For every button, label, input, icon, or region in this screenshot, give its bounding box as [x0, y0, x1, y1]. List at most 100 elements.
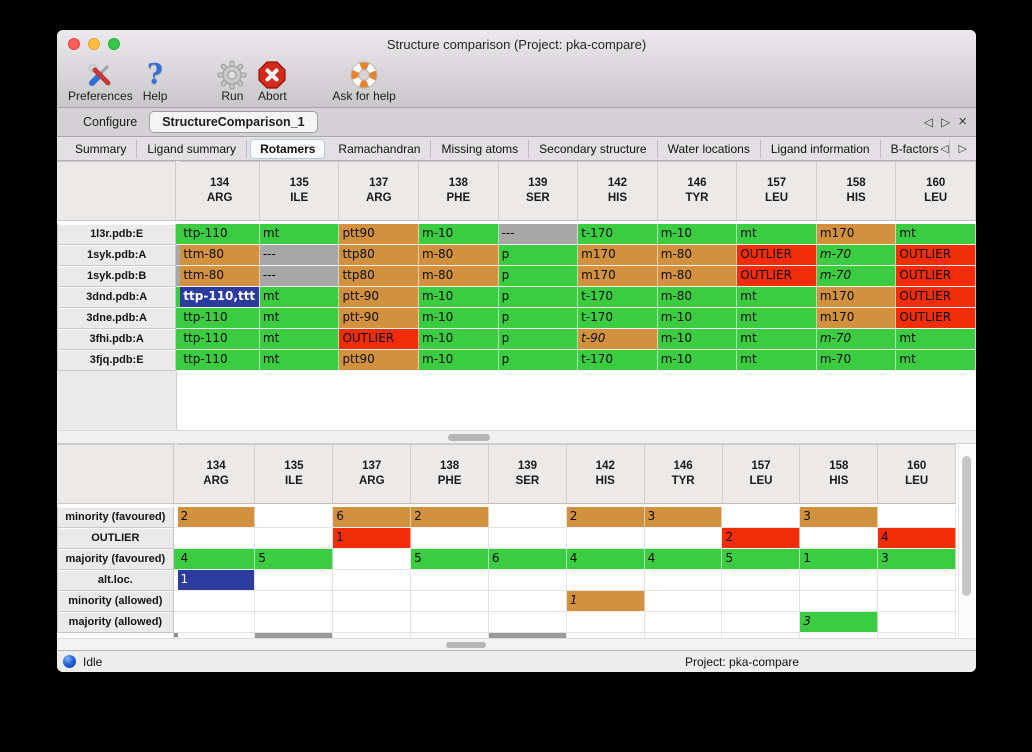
rotamer-cell[interactable]: ptt90: [339, 224, 419, 245]
count-cell[interactable]: [411, 612, 489, 633]
rotamer-cell[interactable]: m-70: [816, 266, 897, 287]
count-cell[interactable]: [644, 570, 723, 591]
count-cell[interactable]: [177, 528, 256, 549]
rotamer-cell[interactable]: m-80: [419, 245, 499, 266]
rotamer-cell[interactable]: t-170: [578, 224, 658, 245]
count-cell[interactable]: [878, 507, 956, 528]
tab-configure[interactable]: Configure: [83, 115, 138, 129]
minimize-window-button[interactable]: [88, 38, 100, 50]
subtab-rotamers[interactable]: Rotamers: [250, 138, 326, 159]
rotamer-cell[interactable]: t-170: [578, 308, 658, 329]
count-cell[interactable]: [566, 570, 645, 591]
count-cell[interactable]: [177, 591, 256, 612]
count-cell[interactable]: [644, 591, 723, 612]
rotamer-cell[interactable]: ttp-110: [180, 224, 260, 245]
rotamer-cell[interactable]: m170: [816, 308, 897, 329]
count-cell[interactable]: [722, 570, 801, 591]
rotamer-cell[interactable]: ---: [498, 224, 579, 245]
structure-label-1syk-pdb-b[interactable]: 1syk.pdb:B: [57, 266, 177, 287]
count-cell[interactable]: [177, 612, 256, 633]
rotamer-cell[interactable]: OUTLIER: [339, 329, 419, 350]
count-cell[interactable]: 4: [878, 528, 956, 549]
count-cell[interactable]: 2: [411, 507, 489, 528]
count-cell[interactable]: 4: [566, 549, 645, 570]
rotamer-cell[interactable]: ttm-80: [180, 245, 260, 266]
vertical-scrollbar-thumb[interactable]: [962, 456, 971, 596]
subtab-water-locations[interactable]: Water locations: [658, 139, 761, 158]
rotamer-cell[interactable]: m170: [578, 245, 658, 266]
rotamer-cell[interactable]: ttm-80: [180, 266, 260, 287]
tab-structurecomparison-1[interactable]: StructureComparison_1: [149, 111, 318, 133]
count-cell[interactable]: [255, 507, 334, 528]
count-cell[interactable]: [411, 528, 489, 549]
rotamer-cell[interactable]: mt: [259, 287, 340, 308]
rotamer-cell[interactable]: t-90: [578, 329, 658, 350]
tab-scroll-left-icon[interactable]: ◁: [923, 115, 933, 129]
count-cell[interactable]: [333, 570, 412, 591]
rotamer-cell[interactable]: ptt-90: [339, 287, 419, 308]
subtab-summary[interactable]: Summary: [65, 139, 138, 158]
rotamer-cell[interactable]: m-70: [816, 329, 897, 350]
splitter-handle-icon[interactable]: [448, 434, 490, 441]
subtab-ligand-information[interactable]: Ligand information: [761, 139, 881, 158]
count-cell[interactable]: 5: [722, 549, 801, 570]
rotamer-cell[interactable]: m-70: [816, 245, 897, 266]
rotamer-cell[interactable]: m-10: [657, 308, 738, 329]
count-cell[interactable]: 1: [333, 528, 412, 549]
count-cell[interactable]: [722, 591, 801, 612]
count-cell[interactable]: [722, 507, 801, 528]
subtab-b-factors[interactable]: B-factors: [881, 139, 950, 158]
count-cell[interactable]: [333, 549, 412, 570]
count-cell[interactable]: [488, 528, 567, 549]
rotamer-cell[interactable]: ttp-110: [180, 329, 260, 350]
subtab-ligand-summary[interactable]: Ligand summary: [137, 139, 248, 158]
count-cell[interactable]: [878, 591, 956, 612]
subtab-scroll-left-icon[interactable]: ◁: [940, 143, 949, 155]
count-cell[interactable]: [722, 612, 801, 633]
count-cell[interactable]: 5: [411, 549, 489, 570]
rotamer-cell[interactable]: mt: [737, 350, 817, 371]
count-cell[interactable]: [333, 591, 412, 612]
count-cell[interactable]: 2: [566, 507, 645, 528]
rotamer-cell[interactable]: m170: [816, 224, 897, 245]
rotamer-cell[interactable]: mt: [896, 350, 976, 371]
rotamer-cell[interactable]: m-10: [657, 329, 738, 350]
rotamer-cell[interactable]: m-80: [657, 287, 738, 308]
rotamer-cell[interactable]: m-10: [419, 329, 499, 350]
rotamer-cell[interactable]: mt: [737, 287, 817, 308]
toolbar-button-run[interactable]: Run: [212, 59, 252, 103]
horizontal-scrollbar-handle-icon[interactable]: [446, 642, 486, 648]
count-cell[interactable]: [333, 612, 412, 633]
rotamer-cell[interactable]: mt: [896, 329, 976, 350]
rotamer-cell[interactable]: m170: [578, 266, 658, 287]
rotamer-cell[interactable]: OUTLIER: [896, 266, 976, 287]
rotamer-cell[interactable]: OUTLIER: [896, 308, 976, 329]
count-cell[interactable]: [800, 570, 879, 591]
structure-label-3fhi-pdb-a[interactable]: 3fhi.pdb:A: [57, 329, 177, 350]
count-cell[interactable]: 1: [566, 591, 645, 612]
rotamer-cell[interactable]: mt: [737, 308, 817, 329]
count-cell[interactable]: [411, 591, 489, 612]
count-cell[interactable]: [255, 528, 334, 549]
count-cell[interactable]: [488, 612, 567, 633]
count-cell[interactable]: 5: [255, 549, 334, 570]
count-cell[interactable]: [255, 591, 334, 612]
rotamer-cell[interactable]: ttp-110,ttt: [180, 287, 260, 308]
close-window-button[interactable]: [68, 38, 80, 50]
rotamer-cell[interactable]: m-80: [657, 245, 738, 266]
vertical-scrollbar[interactable]: [958, 446, 975, 636]
structure-label-1syk-pdb-a[interactable]: 1syk.pdb:A: [57, 245, 177, 266]
count-cell[interactable]: [488, 507, 567, 528]
count-cell[interactable]: 3: [800, 612, 879, 633]
horizontal-scrollbar[interactable]: [57, 638, 976, 650]
rotamer-cell[interactable]: mt: [737, 224, 817, 245]
rotamer-cell[interactable]: ttp-110: [180, 308, 260, 329]
rotamer-cell[interactable]: p: [498, 287, 579, 308]
rotamer-cell[interactable]: m-80: [419, 266, 499, 287]
count-cell[interactable]: 1: [800, 549, 879, 570]
count-cell[interactable]: 4: [177, 549, 256, 570]
subtab-secondary-structure[interactable]: Secondary structure: [529, 139, 658, 158]
zoom-window-button[interactable]: [108, 38, 120, 50]
rotamer-cell[interactable]: ptt90: [339, 350, 419, 371]
toolbar-button-help[interactable]: ? Help: [138, 59, 173, 104]
